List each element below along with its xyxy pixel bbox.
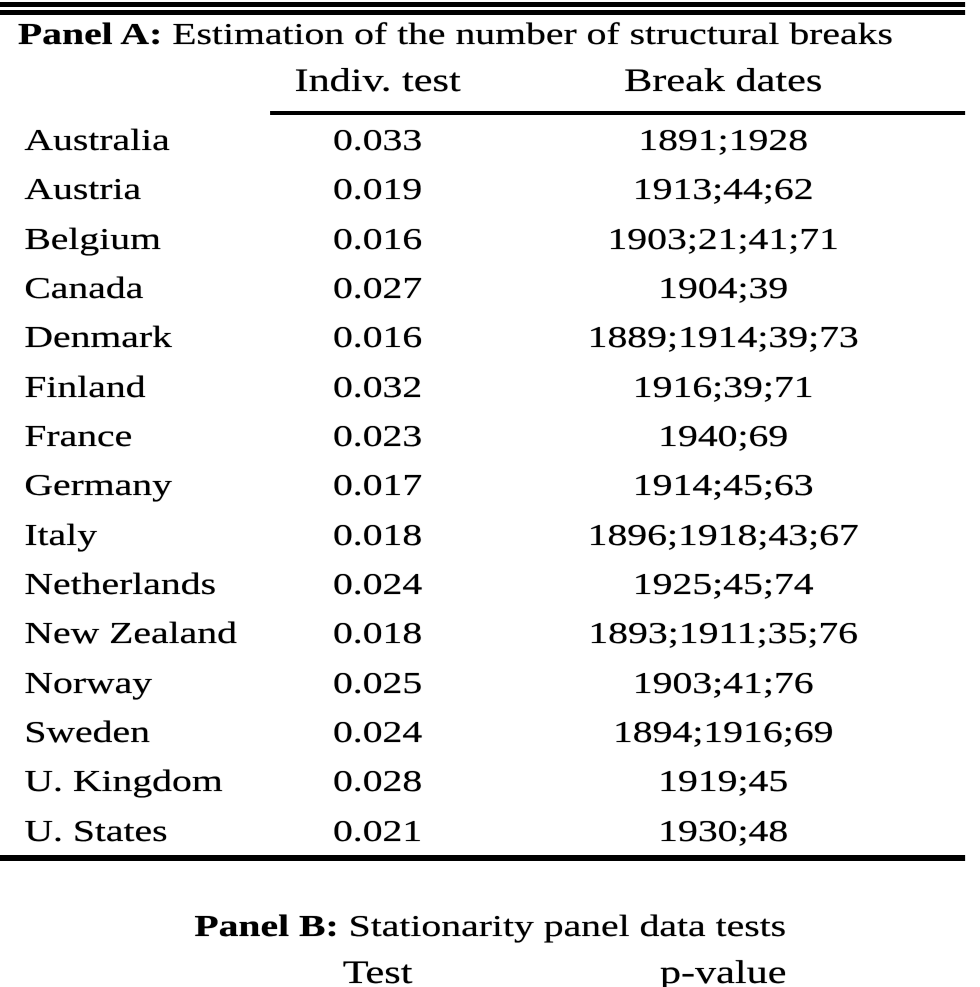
table-row: Italy 0.018 1896;1918;43;67 [0,510,980,559]
panel-a-title-text: Estimation of the number of structural b… [172,16,893,51]
table-row: New Zealand 0.018 1893;1911;35;76 [0,608,980,657]
country-cell: France [24,417,133,453]
break-dates-cell: 1891;1928 [638,122,809,157]
panel-a-rows: Australia 0.033 1891;1928 Austria 0.019 1913;… [0,115,980,855]
country-cell: Canada [24,269,144,305]
panel-a-bottom-rule [0,854,966,861]
table-row: Germany 0.017 1914;45;63 [0,460,980,509]
break-dates-cell: 1903;41;76 [632,664,814,700]
indiv-test-cell: 0.025 [332,664,423,700]
country-cell: Italy [24,516,98,552]
indiv-test-cell: 0.017 [332,467,423,503]
country-cell: Belgium [24,220,161,256]
table-row: Austria 0.019 1913;44;62 [0,164,980,213]
break-dates-cell: 1940;69 [658,417,789,453]
indiv-test-cell: 0.024 [332,713,423,749]
panel-a-title-label: Panel A: [17,16,163,51]
break-dates-cell: 1925;45;74 [632,565,814,601]
table-row: Belgium 0.016 1903;21;41;71 [0,214,980,263]
break-dates-cell: 1893;1911;35;76 [588,615,859,651]
country-column-header [0,53,262,109]
country-cell: Germany [24,467,172,503]
panel-a-title: Panel A: Estimation of the number of str… [0,15,980,53]
table-row: Denmark 0.016 1889;1914;39;73 [0,312,980,361]
table-row: Canada 0.027 1904;39 [0,263,980,312]
indiv-test-cell: 0.016 [332,319,423,355]
break-dates-cell: 1904;39 [658,269,789,305]
indiv-test-cell: 0.018 [332,615,423,651]
indiv-test-cell: 0.027 [332,269,423,305]
country-cell: Sweden [24,713,150,749]
break-dates-cell: 1914;45;63 [632,467,814,503]
indiv-test-cell: 0.016 [332,220,423,256]
indiv-test-cell: 0.018 [332,516,423,552]
panel-b-title-label: Panel B: [194,907,339,943]
indiv-test-cell: 0.032 [332,368,423,404]
indiv-test-cell: 0.021 [332,812,423,848]
break-dates-cell: 1930;48 [658,812,789,848]
panel-b-title: Panel B: Stationarity panel data tests [0,907,980,945]
indiv-test-cell: 0.023 [332,417,423,453]
table-row: U. Kingdom 0.028 1919;45 [0,756,980,805]
country-cell: Denmark [24,319,172,355]
break-dates-cell: 1896;1918;43;67 [587,516,859,552]
country-cell: Austria [24,171,142,207]
break-dates-cell: 1919;45 [658,763,789,799]
panel-a-header-rule [270,111,966,115]
indiv-test-cell: 0.033 [332,122,423,157]
country-cell: Netherlands [24,565,217,601]
indiv-test-cell: 0.028 [332,763,423,799]
country-cell: New Zealand [24,615,237,651]
test-column-header: Test [342,954,413,987]
table-row: Netherlands 0.024 1925;45;74 [0,559,980,608]
break-dates-cell: 1894;1916;69 [612,713,834,749]
table-row: Australia 0.033 1891;1928 [0,115,980,164]
break-dates-cell: 1889;1914;39;73 [587,319,859,355]
table-row: Sweden 0.024 1894;1916;69 [0,707,980,756]
country-cell: Norway [24,664,153,700]
country-cell: Finland [24,368,146,404]
country-cell: U. Kingdom [24,763,223,799]
country-cell: U. States [24,812,168,848]
table-top-rule-inner [0,10,966,15]
panel-b-empty-header [0,945,262,987]
table-row: U. States 0.021 1930;48 [0,806,980,855]
break-dates-column-header: Break dates [624,63,823,99]
indiv-test-cell: 0.024 [332,565,423,601]
table-row: Norway 0.025 1903;41;76 [0,658,980,707]
table-top-rule-outer [0,2,966,7]
indiv-test-column-header: Indiv. test [294,63,461,99]
table-row: France 0.023 1940;69 [0,411,980,460]
table-row: Finland 0.032 1916;39;71 [0,362,980,411]
pvalue-column-header: p-value [659,954,787,987]
indiv-test-cell: 0.019 [332,171,423,207]
panel-a-header-row: Indiv. test Break dates [0,53,980,109]
break-dates-cell: 1916;39;71 [632,368,814,404]
country-cell: Australia [24,122,170,157]
break-dates-cell: 1913;44;62 [632,171,814,207]
panel-b-header-row: Test p-value [0,945,980,987]
panel-b-title-text: Stationarity panel data tests [348,907,787,943]
break-dates-cell: 1903;21;41;71 [607,220,839,256]
